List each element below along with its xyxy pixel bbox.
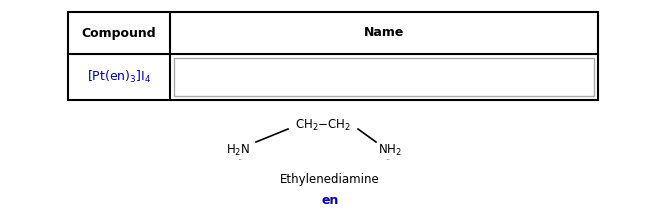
Text: $\mathregular{H_2N}$: $\mathregular{H_2N}$ [226,142,250,157]
Text: ··: ·· [238,157,243,166]
Text: Compound: Compound [82,26,157,39]
Text: Name: Name [364,26,404,39]
Bar [174,58,594,96]
Bar [68,12,598,100]
Text: $\mathregular{CH_2{-}CH_2}$: $\mathregular{CH_2{-}CH_2}$ [295,117,351,133]
Text: [Pt(en)$_3$]I$_4$: [Pt(en)$_3$]I$_4$ [87,69,151,85]
Text: $\mathregular{NH_2}$: $\mathregular{NH_2}$ [378,142,402,157]
Text: Ethylenediamine: Ethylenediamine [280,174,380,187]
Text: en: en [321,194,339,207]
Text: ··: ·· [386,157,391,166]
